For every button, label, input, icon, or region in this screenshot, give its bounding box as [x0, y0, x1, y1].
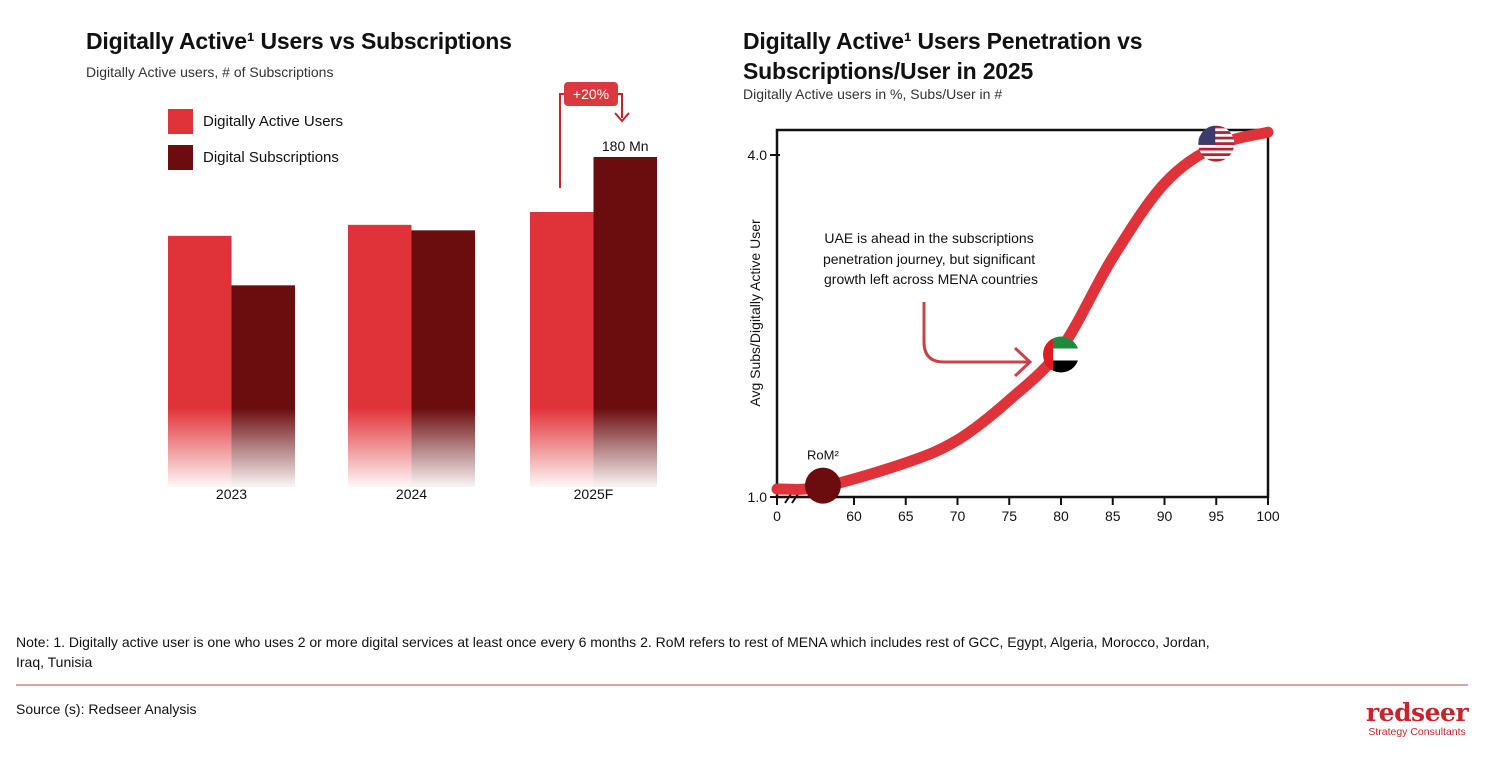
- legend-swatch-users: [168, 109, 193, 134]
- annotation-arrow: [922, 302, 1030, 364]
- s-curve-chart: Avg Subs/Digitally Active User 0 60 65 70 75…: [747, 125, 1280, 524]
- rom-label: RoM²: [807, 448, 839, 463]
- bar-fade-overlay: [160, 408, 670, 490]
- redseer-logo: redseer Strategy Consultants: [1366, 698, 1469, 739]
- logo-tagline: Strategy Consultants: [1368, 726, 1466, 738]
- x-tick-label: 95: [1208, 508, 1224, 524]
- left-chart-title: Digitally Active¹ Users vs Subscriptions: [86, 28, 512, 54]
- legend-label-users: Digitally Active Users: [203, 113, 344, 130]
- right-chart-title-line1: Digitally Active¹ Users Penetration vs: [743, 28, 1143, 54]
- legend-swatch-subscriptions: [168, 145, 193, 170]
- usa-flag-icon: [1198, 125, 1235, 162]
- x-tick-label: 90: [1157, 508, 1173, 524]
- annotation-line-3: growth left across MENA countries: [824, 271, 1038, 287]
- x-tick-label: 70: [950, 508, 966, 524]
- data-label: 180 Mn: [602, 138, 649, 154]
- source: Source (s): Redseer Analysis: [16, 701, 197, 717]
- legend-item-subscriptions: Digital Subscriptions: [168, 145, 343, 170]
- x-tick-label: 65: [898, 508, 914, 524]
- y-tick-label: 4.0: [748, 147, 768, 163]
- x-tick-label: 85: [1105, 508, 1121, 524]
- x-tick-label: 2025F: [574, 486, 614, 502]
- growth-badge: [564, 82, 618, 106]
- growth-badge-text: +20%: [573, 86, 609, 102]
- footnote-line-1: Note: 1. Digitally active user is one wh…: [16, 634, 1210, 650]
- annotation-line-1: UAE is ahead in the subscriptions: [824, 230, 1033, 246]
- logo-wordmark: redseer: [1366, 698, 1469, 727]
- right-chart-subtitle: Digitally Active users in %, Subs/User i…: [743, 86, 1003, 102]
- footnote: Note: 1. Digitally active user is one wh…: [16, 632, 1486, 672]
- plot-frame: [775, 128, 1270, 499]
- x-tick-label: 80: [1053, 508, 1069, 524]
- x-tick-label: 75: [1001, 508, 1017, 524]
- footnote-line-2: Iraq, Tunisia: [16, 654, 93, 670]
- bar-chart: 2023 2024 2025F 180 Mn +20%: [160, 82, 670, 502]
- x-tick-label: 2024: [396, 486, 427, 502]
- x-tick-label: 60: [846, 508, 862, 524]
- rom-marker: [804, 467, 841, 504]
- y-axis-label: Avg Subs/Digitally Active User: [747, 219, 763, 407]
- left-chart-subtitle: Digitally Active users, # of Subscriptio…: [86, 64, 334, 80]
- footer-divider: [16, 684, 1468, 686]
- y-tick-label: 1.0: [748, 489, 768, 505]
- annotation-line-2: penetration journey, but significant: [823, 251, 1035, 267]
- legend: Digitally Active Users Digital Subscript…: [168, 109, 343, 170]
- uae-flag-icon: [1043, 336, 1079, 373]
- x-tick-label: 100: [1256, 508, 1280, 524]
- legend-label-subscriptions: Digital Subscriptions: [203, 149, 339, 166]
- annotation-text: UAE is ahead in the subscriptions penetr…: [823, 230, 1039, 287]
- x-tick-label: 0: [773, 508, 781, 524]
- legend-item-users: Digitally Active Users: [168, 109, 343, 134]
- annotation-arrowhead-icon: [1013, 346, 1033, 378]
- right-chart-title-line2: Subscriptions/User in 2025: [743, 58, 1034, 84]
- x-tick-label: 2023: [216, 486, 247, 502]
- s-curve-line: [771, 126, 1274, 495]
- growth-arrow-icon: [614, 112, 630, 123]
